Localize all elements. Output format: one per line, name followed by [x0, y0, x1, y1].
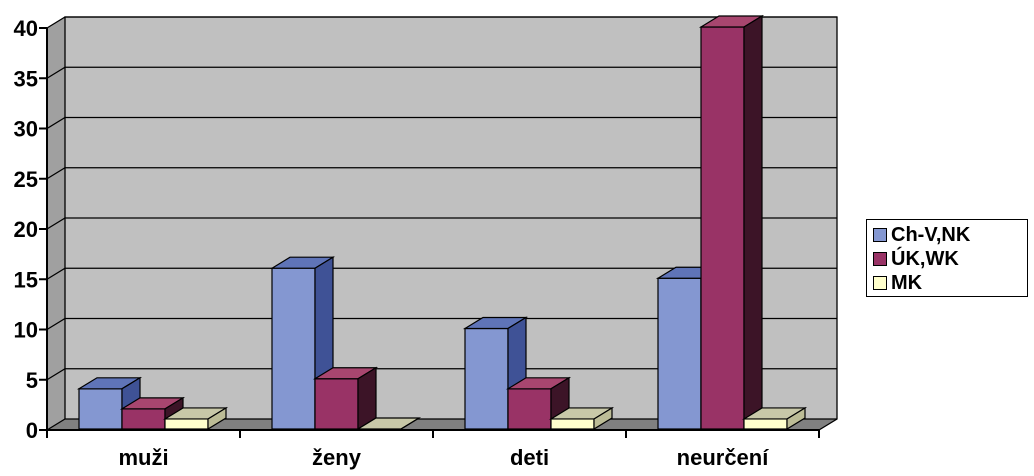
legend-item: ÚK,WK — [873, 248, 959, 270]
y-tick-label: 10 — [14, 318, 38, 343]
x-tick-labels: muži ženy deti neurčení — [118, 445, 769, 470]
legend-label: ÚK,WK — [891, 248, 959, 271]
bar — [315, 368, 376, 429]
y-tick-label: 0 — [26, 418, 38, 443]
legend-label: Ch-V,NK — [891, 224, 970, 247]
y-tick-label: 40 — [14, 16, 38, 41]
y-tick-label: 30 — [14, 117, 38, 142]
y-tick-labels: 0 5 10 15 20 25 30 35 40 — [14, 16, 38, 443]
legend-item: Ch-V,NK — [873, 224, 970, 246]
legend-item: MK — [873, 272, 922, 294]
y-tick-label: 5 — [26, 368, 38, 393]
x-tick-label: neurčení — [677, 445, 770, 470]
y-tick-label: 15 — [14, 267, 38, 292]
legend-swatch — [873, 228, 887, 242]
legend-label: MK — [891, 272, 922, 295]
x-tick-label: muži — [118, 445, 168, 470]
legend-swatch — [873, 252, 887, 266]
x-tick-label: deti — [510, 445, 549, 470]
y-tick-label: 20 — [14, 217, 38, 242]
y-tick-label: 35 — [14, 66, 38, 91]
legend-swatch — [873, 276, 887, 290]
y-tick-label: 25 — [14, 167, 38, 192]
bar — [701, 16, 762, 429]
x-tick-label: ženy — [312, 445, 362, 470]
